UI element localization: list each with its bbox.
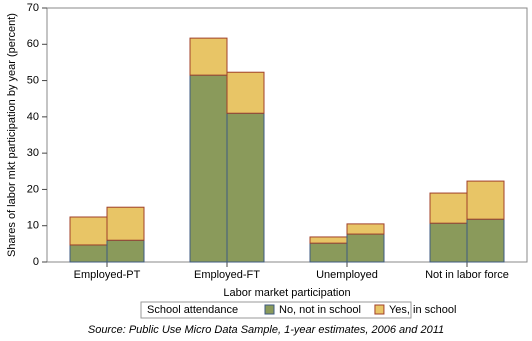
bar-segment: [69, 216, 108, 246]
bar-segment: [189, 37, 228, 76]
bar-segment: [69, 244, 108, 263]
bar-segment: [429, 192, 468, 224]
x-tick-label: Employed-FT: [194, 269, 260, 281]
source: Source: Public Use Micro Data Sample, 1-…: [88, 324, 444, 336]
y-tick-label: 0: [33, 256, 39, 268]
x-tick-label: Employed-PT: [74, 269, 141, 281]
legend-title: School attendance: [147, 304, 238, 316]
y-axis-label: Shares of labor mkt participation by yea…: [6, 13, 18, 257]
x-tick-label: Unemployed: [316, 269, 378, 281]
y-tick-label: 70: [27, 2, 39, 14]
bar-segment: [466, 218, 505, 263]
y-tick-label: 60: [27, 38, 39, 50]
bar-segment: [309, 236, 348, 244]
bar-segment: [106, 239, 145, 263]
bar-segment: [106, 206, 145, 241]
y-tick-label: 50: [27, 74, 39, 86]
x-axis-label: Labor market participation: [223, 287, 350, 299]
legend-box: [140, 301, 412, 319]
bar-segment: [309, 242, 348, 263]
bar-segment: [226, 71, 265, 114]
bar-segment: [429, 222, 468, 263]
legend-label: Yes, in school: [389, 304, 456, 316]
legend-label: No, not in school: [279, 304, 361, 316]
bar-segment: [189, 74, 228, 263]
y-tick-label: 20: [27, 183, 39, 195]
y-tick-label: 10: [27, 220, 39, 232]
y-tick-label: 30: [27, 147, 39, 159]
legend-swatch: [264, 304, 275, 315]
bar-segment: [226, 112, 265, 263]
y-tick-label: 40: [27, 111, 39, 123]
x-tick-label: Not in labor force: [425, 269, 509, 281]
legend-swatch: [374, 304, 385, 315]
bar-segment: [466, 180, 505, 220]
bar-segment: [346, 223, 385, 235]
bar-segment: [346, 233, 385, 263]
plot-frame: [46, 7, 528, 263]
